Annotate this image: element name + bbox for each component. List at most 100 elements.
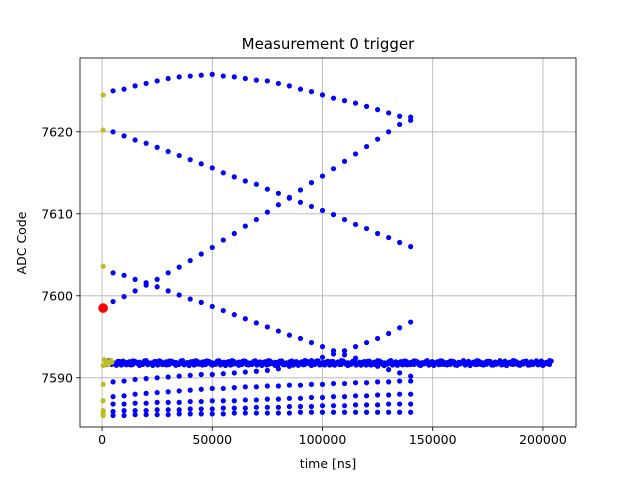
data-point [297,86,304,92]
data-point [121,378,127,384]
data-point [341,158,348,164]
data-point [198,406,204,412]
data-point [220,398,226,404]
data-point [176,407,182,413]
data-point [408,401,414,407]
y-axis-ticks: 7590 7600 7610 7620 [41,124,80,385]
data-point [176,152,182,159]
data-point [143,376,149,382]
data-point [209,165,215,171]
data-point [132,137,138,143]
data-point [363,409,370,415]
data-point [319,394,326,401]
data-point [264,78,270,84]
data-point [408,373,414,379]
data-point [319,354,326,360]
data-point [231,410,237,416]
data-point [386,330,392,337]
data-point [209,406,215,412]
data-point [231,370,237,376]
data-point [330,95,337,101]
data-point [100,398,106,404]
data-point [154,399,160,405]
data-point [375,107,381,113]
data-point [286,410,293,416]
y-tick-label: 7610 [41,206,73,221]
data-point [275,410,281,416]
data-point [253,404,259,410]
data-point [397,239,403,246]
data-point [308,409,315,415]
data-point [286,395,293,401]
data-point [187,411,193,417]
data-point [242,316,248,322]
data-point [341,348,348,354]
data-point [121,86,127,92]
data-point [319,409,326,415]
data-point [319,173,326,179]
data-point [363,393,370,399]
data-point [253,181,259,187]
y-tick-label: 7620 [41,124,73,139]
data-point [198,386,204,392]
data-point [242,369,248,375]
data-point [386,234,392,241]
data-point [352,393,359,399]
data-point [231,405,237,411]
data-point [98,303,108,313]
data-point [363,339,370,346]
data-point [154,284,160,290]
data-point [176,74,182,80]
data-point [165,412,171,418]
data-point [386,401,392,407]
data-point [121,412,127,419]
data-point [187,157,193,163]
data-point [386,379,392,385]
data-point [100,412,106,419]
data-point [100,381,106,387]
data-point [297,361,304,367]
data-point [121,401,127,407]
data-point [165,288,171,294]
data-point [132,376,138,383]
data-point [220,170,226,176]
data-point [386,110,392,116]
data-point [375,363,381,369]
data-point [308,357,315,364]
data-point [308,381,315,387]
data-point [286,194,293,200]
data-point [264,396,270,402]
data-point [264,186,270,192]
data-point [397,401,403,407]
data-point [110,394,116,400]
data-point [143,280,149,286]
data-point [253,216,259,223]
data-point [220,307,226,314]
data-point [275,396,281,402]
data-point [297,187,304,193]
data-point [242,178,248,184]
data-point [352,409,359,415]
data-point [319,381,326,387]
data-point [319,92,326,98]
data-point [198,72,204,78]
data-point [187,296,193,302]
data-point [132,412,138,418]
data-point [275,404,281,410]
data-point [242,397,248,403]
data-point [264,324,270,330]
data-point [209,385,215,392]
x-tick-label: 200000 [519,432,567,447]
data-point [242,223,248,229]
data-point [319,403,326,409]
data-points [98,71,554,419]
data-point [330,394,337,400]
data-point [220,73,226,79]
data-point [352,402,359,408]
data-point [132,400,138,406]
data-point [209,303,215,310]
data-point [352,380,359,386]
data-point [341,216,348,223]
data-point [264,410,270,416]
